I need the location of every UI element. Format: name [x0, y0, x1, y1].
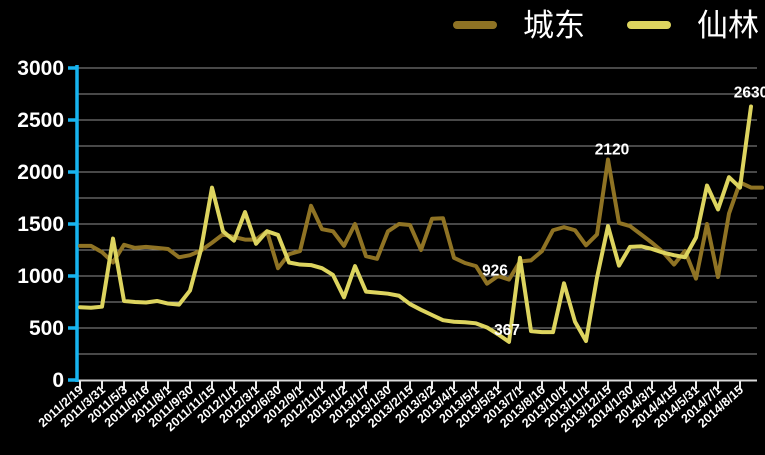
- y-axis-label: 500: [29, 317, 64, 340]
- y-axis-label: 3000: [17, 57, 64, 80]
- legend: 城东 仙林: [411, 2, 759, 48]
- y-axis-label: 1000: [17, 265, 64, 288]
- legend-swatch-icon: [627, 21, 671, 29]
- legend-label: 城东: [523, 7, 585, 43]
- data-label: 2120: [595, 142, 629, 159]
- data-label: 926: [482, 263, 508, 280]
- y-axis-label: 2500: [17, 109, 64, 132]
- y-axis-label: 2000: [17, 161, 64, 184]
- legend-label: 仙林: [697, 7, 759, 43]
- y-axis-label: 0: [52, 369, 64, 392]
- legend-item-1: 仙林: [627, 10, 759, 41]
- y-axis-label: 1500: [17, 213, 64, 236]
- legend-swatch-icon: [453, 21, 497, 29]
- data-label: 2630: [734, 84, 765, 101]
- series-line-xianlin: [78, 104, 753, 344]
- legend-item-0: 城东: [453, 10, 585, 41]
- data-label: 367: [494, 322, 520, 339]
- series-line-chengdong: [78, 157, 764, 286]
